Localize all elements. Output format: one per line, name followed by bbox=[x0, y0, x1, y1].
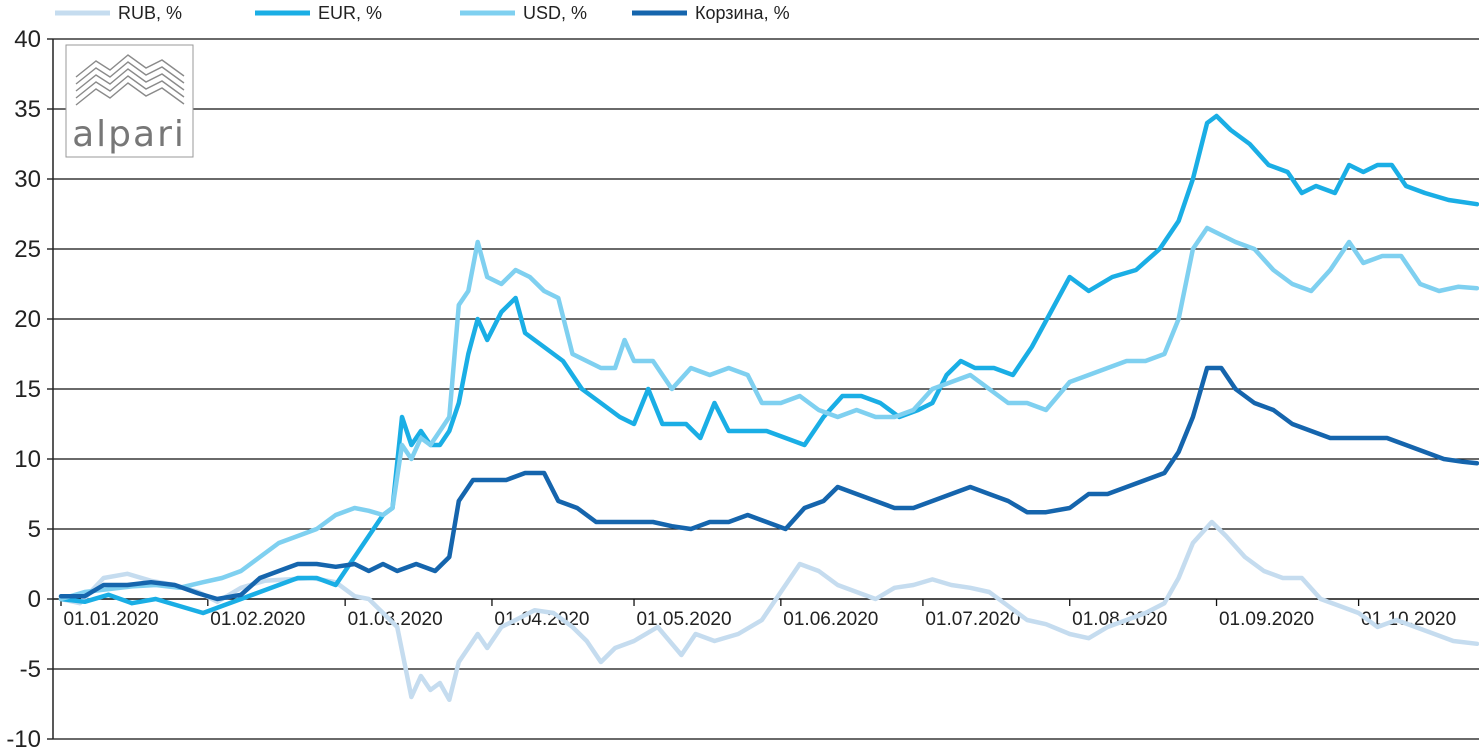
series-lines bbox=[58, 113, 1479, 703]
x-tick-label: 01.08.2020 bbox=[1072, 609, 1167, 630]
y-tick-label: 40 bbox=[14, 26, 41, 53]
legend-label: EUR, % bbox=[318, 3, 382, 23]
y-tick-label: 35 bbox=[14, 96, 41, 123]
series-line-3 bbox=[58, 225, 1479, 602]
x-tick-label: 01.07.2020 bbox=[925, 609, 1020, 630]
x-tick-label: 01.06.2020 bbox=[783, 609, 878, 630]
x-tick-label: 01.05.2020 bbox=[636, 609, 731, 630]
gridlines bbox=[53, 38, 1479, 740]
y-axis-ticks: 40 35 30 25 20 15 10 5 0 -5 -10 bbox=[6, 26, 53, 750]
legend-label: Корзина, % bbox=[695, 3, 790, 23]
x-tick-label: 01.09.2020 bbox=[1219, 609, 1314, 630]
legend-label: USD, % bbox=[523, 3, 587, 23]
alpari-logo: alpari bbox=[65, 44, 194, 158]
y-tick-label: 30 bbox=[14, 166, 41, 193]
y-tick-label: 15 bbox=[14, 376, 41, 403]
y-tick-label: -10 bbox=[6, 726, 41, 750]
series-line-4 bbox=[58, 365, 1479, 602]
y-tick-label: 10 bbox=[14, 446, 41, 473]
series-line-1 bbox=[58, 519, 1479, 703]
y-tick-label: 20 bbox=[14, 306, 41, 333]
legend: RUB, % EUR, % USD, % Корзина, % bbox=[55, 3, 790, 23]
y-tick-label: 5 bbox=[28, 516, 41, 543]
legend-label: RUB, % bbox=[118, 3, 182, 23]
mountains-icon bbox=[75, 54, 185, 106]
logo-text: alpari bbox=[72, 114, 186, 155]
x-axis-ticks: 01.01.2020 01.02.2020 01.03.2020 01.04.2020… bbox=[60, 599, 1456, 630]
y-tick-label: 0 bbox=[28, 586, 41, 613]
x-tick-label: 01.02.2020 bbox=[210, 609, 305, 630]
y-tick-label: 25 bbox=[14, 236, 41, 263]
series-line-2 bbox=[58, 113, 1479, 616]
x-tick-label: 01.01.2020 bbox=[63, 609, 158, 630]
y-tick-label: -5 bbox=[20, 656, 41, 683]
x-tick-label: 01.03.2020 bbox=[348, 609, 443, 630]
